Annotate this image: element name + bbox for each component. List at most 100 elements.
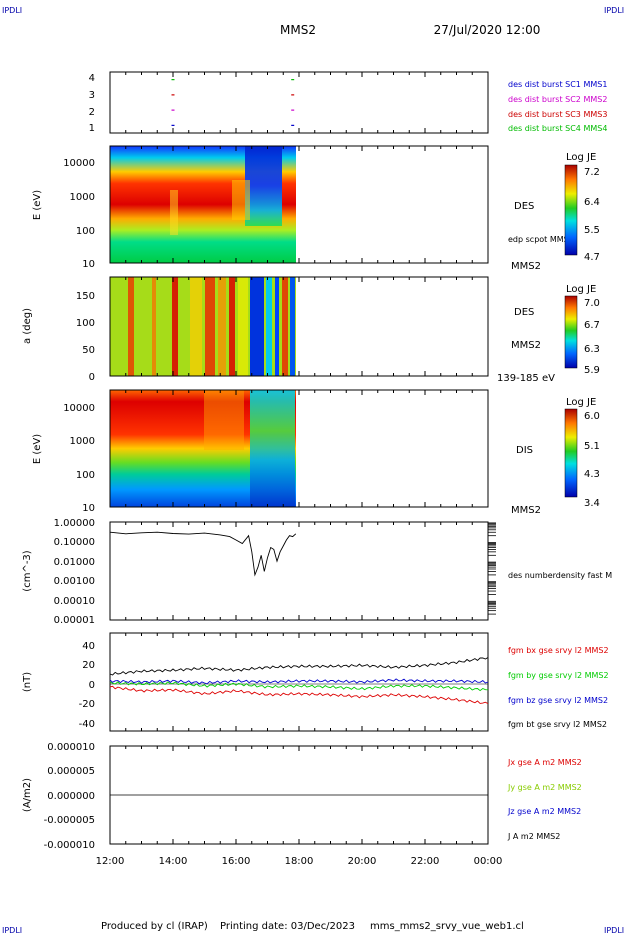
des-energy-ytick-10: 10	[82, 259, 95, 270]
time-tick-1600: 16:00	[222, 856, 251, 867]
burst-ytick-1: 1	[89, 123, 95, 134]
time-tick-1400: 14:00	[159, 856, 188, 867]
dis-energy-label-dis: DIS	[516, 445, 533, 456]
bfield-ytick-m40: -40	[79, 719, 95, 730]
density-ytick-2: 0.10000	[54, 537, 95, 548]
density-series	[109, 531, 297, 577]
footer-printing-date: Printing date: 03/Dec/2023	[220, 921, 355, 932]
dis-energy-ytick-100: 100	[76, 470, 95, 481]
des-energy-cbar-tick-2: 6.4	[584, 197, 600, 208]
panel-density: (cm^-3) 1.00000 0.10000 0.01000 0.00100 …	[22, 518, 612, 626]
density-ytick-3: 0.01000	[54, 557, 95, 568]
des-pitch-cbar-title: Log JE	[566, 284, 596, 295]
current-legend-jz: Jz gse A m2 MMS2	[507, 807, 581, 816]
header-datetime: 27/Jul/2020 12:00	[434, 23, 541, 37]
corner-mark-bl: IPDLI	[2, 926, 22, 934]
des-energy-ytick-10000: 10000	[63, 158, 95, 169]
des-pitch-cbar-tick-1: 7.0	[584, 298, 600, 309]
des-pitch-spectrogram	[110, 277, 296, 376]
bfield-legend-bz: fgm bz gse srvy l2 MMS2	[508, 696, 608, 705]
bfield-ytick-0: 0	[89, 680, 95, 691]
bfield-legend-bt: fgm bt gse srvy l2 MMS2	[508, 720, 607, 729]
dis-energy-ytick-10: 10	[82, 503, 95, 514]
time-axis: 12:00 14:00 16:00 18:00 20:00 22:00 00:0…	[96, 856, 503, 867]
bfield-line-3	[109, 657, 489, 676]
corner-mark-tr: IPDLI	[604, 6, 624, 15]
bfield-ytick-m20: -20	[79, 699, 95, 710]
dis-energy-label-mms2: MMS2	[511, 505, 541, 516]
bfield-series	[109, 657, 489, 704]
density-ytick-4: 0.00100	[54, 576, 95, 587]
time-tick-1200: 12:00	[96, 856, 125, 867]
density-line	[109, 531, 297, 577]
des-energy-label-mms2: MMS2	[511, 261, 541, 272]
current-ytick-1: 0.000010	[47, 742, 95, 753]
bfield-line-0	[109, 685, 489, 704]
des-energy-cbar-tick-4: 4.7	[584, 252, 600, 263]
footer-filename: mms_mms2_srvy_vue_web1.cl	[370, 921, 524, 932]
bfield-line-2	[109, 678, 489, 685]
footer-produced-by: Produced by cl (IRAP)	[101, 921, 208, 932]
burst-legend-1: des dist burst SC1 MMS1	[508, 80, 607, 89]
dis-energy-depletion	[250, 390, 295, 507]
time-tick-2200: 22:00	[411, 856, 440, 867]
des-pitch-ytick-50: 50	[82, 345, 95, 356]
current-legend-jx: Jx gse A m2 MMS2	[507, 758, 582, 767]
footer: Produced by cl (IRAP) Printing date: 03/…	[101, 921, 524, 932]
time-tick-0000: 00:00	[474, 856, 503, 867]
des-pitch-cbar-tick-4: 5.9	[584, 365, 600, 376]
des-pitch-ytick-0: 0	[89, 372, 95, 383]
bfield-ytick-20: 20	[82, 660, 95, 671]
density-ylabel: (cm^-3)	[22, 550, 33, 591]
burst-ytick-3: 3	[89, 90, 95, 101]
dis-energy-ytick-10000: 10000	[63, 403, 95, 414]
des-energy-ytick-100: 100	[76, 226, 95, 237]
panel-dis-energy: E (eV) 10000 1000 100 10 DIS MMS2 Log JE…	[32, 389, 600, 516]
des-energy-cbar-title: Log JE	[566, 152, 596, 163]
density-ytick-1: 1.00000	[54, 518, 95, 529]
time-tick-marks	[109, 72, 489, 844]
des-pitch-label-mms2: MMS2	[511, 340, 541, 351]
burst-ytick-2: 2	[89, 107, 95, 118]
dis-energy-cbar-tick-2: 5.1	[584, 441, 600, 452]
current-ytick-3: 0.000000	[47, 791, 95, 802]
corner-mark-br: IPDLI	[604, 926, 624, 934]
dis-energy-ylabel: E (eV)	[32, 434, 43, 464]
des-pitch-cbar-tick-3: 6.3	[584, 344, 600, 355]
des-energy-depletion	[245, 146, 282, 226]
des-energy-cbar-tick-1: 7.2	[584, 167, 600, 178]
des-energy-cbar-tick-3: 5.5	[584, 225, 600, 236]
panel-burst-marks	[171, 79, 295, 126]
panel-des-pitch: a (deg) 150 100 50 0 DES MMS2 139-185 eV…	[22, 276, 600, 384]
des-pitch-cbar-tick-2: 6.7	[584, 320, 600, 331]
dis-energy-cbar-tick-3: 4.3	[584, 469, 600, 480]
current-ytick-2: 0.000005	[47, 766, 95, 777]
panel-burst-yticks: 4 3 2 1	[89, 73, 95, 134]
burst-legend-4: des dist burst SC4 MMS4	[508, 124, 607, 133]
density-series-label: des numberdensity fast M	[508, 571, 612, 580]
bfield-legend-by: fgm by gse srvy l2 MMS2	[508, 671, 609, 680]
des-pitch-ylabel: a (deg)	[22, 308, 33, 344]
burst-ytick-4: 4	[89, 73, 95, 84]
time-tick-1800: 18:00	[285, 856, 314, 867]
density-ytick-5: 0.00010	[54, 596, 95, 607]
dis-energy-cbar-tick-1: 6.0	[584, 411, 600, 422]
burst-legend-2: des dist burst SC2 MMS2	[508, 95, 607, 104]
panel-current: (A/m2) 0.000010 0.000005 0.000000 -0.000…	[22, 742, 582, 851]
des-pitch-colorbar	[564, 295, 578, 369]
des-energy-ylabel: E (eV)	[32, 190, 43, 220]
current-legend-j: J A m2 MMS2	[507, 832, 560, 841]
dis-energy-ytick-1000: 1000	[70, 436, 95, 447]
bfield-legend-bx: fgm bx gse srvy l2 MMS2	[508, 646, 609, 655]
panel-des-energy: E (eV) 10000 1000 100 10 DES edp scpot M…	[32, 145, 600, 272]
current-ytick-4: -0.000005	[44, 815, 95, 826]
current-legend-jy: Jy gse A m2 MMS2	[507, 783, 582, 792]
dis-energy-cbar-title: Log JE	[566, 397, 596, 408]
des-energy-label-scpot: edp scpot MMS2	[508, 235, 574, 244]
des-energy-colorbar	[564, 164, 578, 256]
dis-energy-cbar-tick-4: 3.4	[584, 498, 600, 509]
des-pitch-label-energy: 139-185 eV	[497, 373, 555, 384]
density-minor-ticks	[488, 522, 496, 615]
corner-mark-tl: IPDLI	[2, 6, 22, 15]
